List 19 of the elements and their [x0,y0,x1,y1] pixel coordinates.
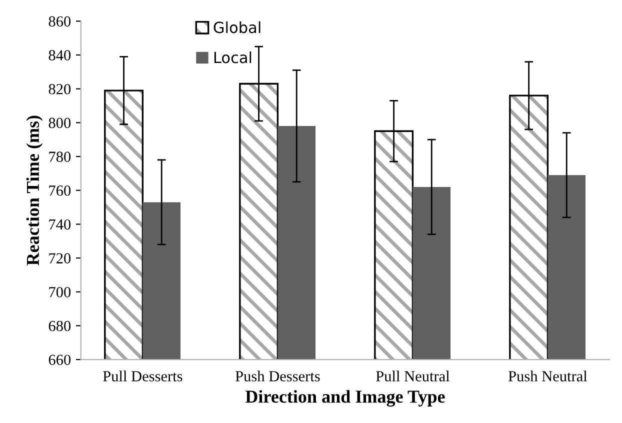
y-tick-label: 860 [48,16,71,27]
y-tick-label: 660 [48,354,71,365]
x-axis-title: Direction and Image Type [245,390,445,407]
y-tick-label: 740 [49,219,71,230]
y-tick-label: 760 [49,185,71,196]
y-tick-label: 800 [48,118,71,128]
y-tick-label: 720 [49,253,71,264]
y-tick-label: 700 [49,287,71,298]
x-tick-label: Push Neutral [508,370,588,382]
x-tick-label: Pull Neutral [376,370,450,382]
legend-label: Local [214,51,252,64]
y-axis-title: Reaction Time (ms) [26,116,43,266]
y-tick-label: 780 [49,152,71,162]
legend-label: Global [214,21,260,34]
x-tick-label: Push Desserts [235,370,320,382]
y-tick-label: 840 [48,50,71,60]
y-tick-label: 820 [48,84,71,94]
y-tick-label: 680 [48,320,71,332]
x-tick-label: Pull Desserts [103,370,182,382]
